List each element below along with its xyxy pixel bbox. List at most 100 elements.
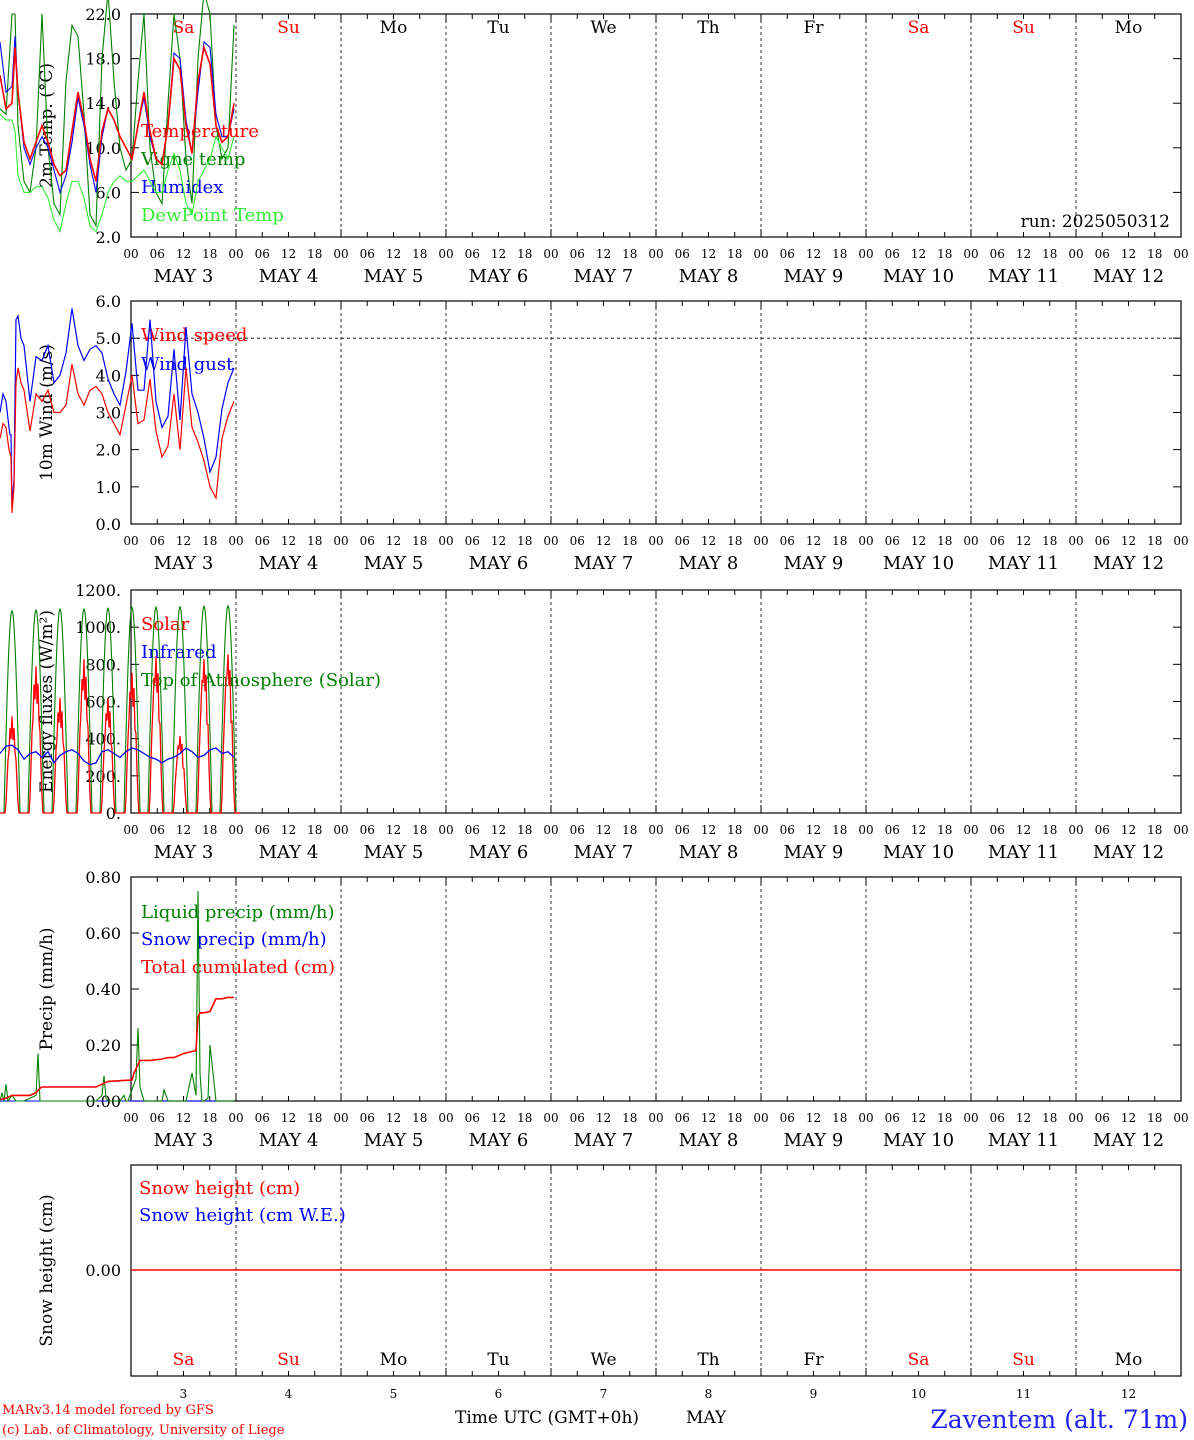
date-label: MAY 8 (679, 842, 739, 863)
date-label: MAY 3 (154, 553, 214, 574)
hour-label: 00 (858, 247, 873, 261)
hour-label: 00 (438, 1111, 453, 1125)
hour-label: 00 (228, 823, 243, 837)
weekday-label: Sa (173, 18, 195, 38)
hour-label: 06 (990, 534, 1005, 548)
hour-label: 12 (911, 1111, 926, 1125)
panel-frame (130, 300, 1182, 525)
weekday-label: Th (697, 18, 719, 38)
hour-label: 18 (412, 534, 427, 548)
hour-label: 06 (570, 1111, 585, 1125)
date-label: MAY 11 (988, 266, 1059, 287)
series-wind-speed (0, 364, 235, 513)
date-label: MAY 4 (259, 553, 319, 574)
series-infrared (0, 744, 235, 766)
hour-label: 06 (675, 534, 690, 548)
legend-entry: Vigne temp (140, 149, 245, 170)
weekday-label: Tu (487, 1350, 509, 1370)
y-tick-label: 6.0 (96, 292, 121, 311)
hour-label: 00 (753, 1111, 768, 1125)
weekday-label: Su (1012, 1350, 1035, 1370)
weekday-label: Tu (487, 18, 509, 38)
hour-label: 06 (465, 534, 480, 548)
panels: 2.06.010.014.018.022.02m Temp. (°C)00 06 1… (0, 0, 1189, 1401)
hour-label: 12 (491, 1111, 506, 1125)
hour-label: 00 (963, 247, 978, 261)
hour-label: 18 (727, 534, 742, 548)
hour-label: 00 (963, 1111, 978, 1125)
date-label: MAY 8 (679, 553, 739, 574)
y-tick-label: 0.40 (85, 980, 121, 999)
date-label: MAY 8 (679, 266, 739, 287)
hour-label: 00 (858, 823, 873, 837)
hour-label: 18 (832, 1111, 847, 1125)
hour-label: 06 (360, 247, 375, 261)
hour-label: 18 (622, 247, 637, 261)
weekday-label: Th (697, 1350, 719, 1370)
hour-label: 18 (622, 823, 637, 837)
hour-label: 18 (202, 534, 217, 548)
date-label: MAY 6 (469, 842, 529, 863)
hour-label: 00 (123, 534, 138, 548)
hour-label: 12 (701, 534, 716, 548)
hour-label: 12 (596, 247, 611, 261)
y-tick-label: 0.20 (85, 1036, 121, 1055)
hour-label: 06 (255, 247, 270, 261)
date-label: MAY 6 (469, 266, 529, 287)
hour-label: 18 (832, 534, 847, 548)
hour-label: 00 (1068, 823, 1083, 837)
y-tick-label: 2.0 (96, 441, 121, 460)
hour-label: 00 (1173, 1111, 1188, 1125)
hour-label: 12 (491, 534, 506, 548)
hour-label: 00 (543, 823, 558, 837)
y-tick-label: 0.0 (96, 515, 121, 534)
y-tick-label: 0.60 (85, 924, 121, 943)
hour-label: 18 (307, 247, 322, 261)
hour-label: 06 (885, 247, 900, 261)
hour-label: 18 (412, 823, 427, 837)
hour-label: 18 (727, 247, 742, 261)
hour-label: 00 (228, 534, 243, 548)
hour-label: 00 (963, 823, 978, 837)
hour-label: 06 (1095, 534, 1110, 548)
hour-label: 06 (885, 823, 900, 837)
date-label: MAY 5 (364, 1130, 424, 1151)
y-tick-label: 5.0 (96, 329, 121, 348)
series-solar (0, 654, 240, 814)
legend-entry: Temperature (141, 121, 259, 142)
hour-label: 18 (517, 247, 532, 261)
date-label: MAY 11 (988, 553, 1059, 574)
hour-label: 12 (176, 1111, 191, 1125)
y-tick-label: 4.0 (96, 366, 121, 385)
hour-label: 12 (1016, 823, 1031, 837)
hour-label: 00 (1068, 247, 1083, 261)
series-temperature (0, 44, 235, 182)
date-label: MAY 9 (784, 266, 844, 287)
run-label: run: 2025050312 (1021, 212, 1170, 232)
hour-label: 00 (858, 534, 873, 548)
series-vigne-temp (0, 0, 235, 228)
date-label: MAY 9 (784, 1130, 844, 1151)
hour-label: 06 (1095, 1111, 1110, 1125)
hour-label: 06 (150, 823, 165, 837)
hour-label: 06 (255, 823, 270, 837)
hour-label: 00 (123, 247, 138, 261)
y-tick-label: 800. (85, 655, 121, 674)
y-tick-label: 0. (106, 804, 121, 823)
weekday-label: Fr (804, 18, 825, 38)
hour-label: 18 (832, 247, 847, 261)
hour-label: 00 (543, 1111, 558, 1125)
date-label: MAY 12 (1093, 1130, 1164, 1151)
hour-label: 06 (990, 247, 1005, 261)
date-label: MAY 11 (988, 842, 1059, 863)
hour-label: 06 (675, 247, 690, 261)
y-tick-label: 0.80 (85, 868, 121, 887)
hour-label: 18 (937, 534, 952, 548)
weekday-label: Su (1012, 18, 1035, 38)
date-label: MAY 3 (154, 1130, 214, 1151)
weekday-label: Fr (804, 1350, 825, 1370)
hour-label: 12 (491, 823, 506, 837)
legend-entry: Top of Atmosphere (Solar) (141, 670, 381, 691)
date-label: MAY 3 (154, 266, 214, 287)
hour-label: 12 (806, 823, 821, 837)
